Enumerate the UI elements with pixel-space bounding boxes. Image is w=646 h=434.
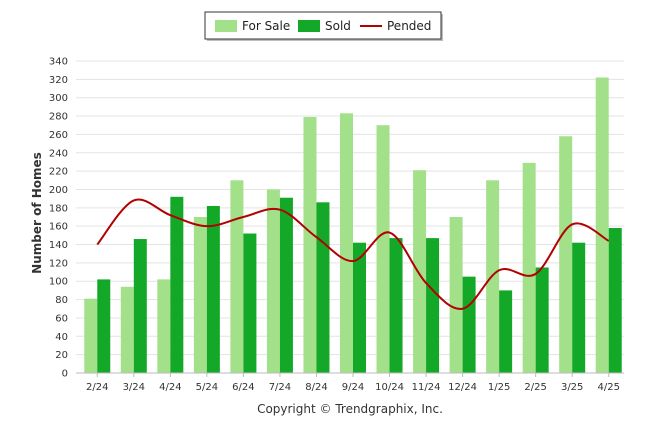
x-tick-label: 8/24: [305, 382, 327, 393]
bar-for-sale: [230, 180, 244, 373]
bar-for-sale: [120, 286, 134, 373]
bar-sold: [608, 228, 622, 373]
x-tick-label: 12/24: [448, 382, 477, 393]
bar-for-sale: [157, 279, 171, 373]
bar-for-sale: [413, 170, 427, 373]
y-tick-label: 180: [49, 203, 68, 214]
y-tick-label: 40: [55, 332, 68, 343]
x-tick-label: 7/24: [269, 382, 291, 393]
legend-label: For Sale: [242, 19, 290, 33]
bar-for-sale: [595, 77, 609, 374]
x-tick-label: 4/25: [597, 382, 619, 393]
bar-sold: [389, 238, 403, 373]
y-tick-label: 120: [49, 258, 68, 269]
legend-box: [204, 11, 442, 40]
bar-sold: [535, 267, 549, 373]
bar-sold: [426, 238, 440, 373]
bar-sold: [133, 239, 147, 373]
y-tick-label: 300: [49, 93, 68, 104]
y-tick-label: 0: [62, 369, 68, 380]
y-tick-label: 20: [55, 350, 68, 361]
bar-sold: [462, 276, 476, 373]
bars-group: [84, 77, 622, 374]
y-tick-label: 80: [55, 295, 68, 306]
y-tick-label: 280: [49, 112, 68, 123]
bar-sold: [316, 202, 330, 373]
bar-sold: [353, 242, 366, 373]
y-tick-label: 60: [55, 313, 68, 324]
x-tick-label: 1/25: [488, 382, 510, 393]
y-tick-label: 340: [49, 57, 68, 68]
x-tick-label: 5/24: [196, 382, 218, 393]
bar-for-sale: [303, 116, 317, 373]
x-tick-label: 10/24: [375, 382, 404, 393]
bar-for-sale: [522, 162, 536, 373]
pended-series-line: [96, 198, 610, 310]
bar-sold: [572, 242, 586, 373]
bar-for-sale: [193, 217, 207, 373]
x-tick-label: 4/24: [159, 382, 181, 393]
x-tick-label: 3/24: [123, 382, 145, 393]
y-tick-label: 240: [49, 148, 68, 159]
x-tick-label: 9/24: [342, 382, 364, 393]
x-tick-label: 3/25: [561, 382, 583, 393]
bar-for-sale: [449, 217, 463, 373]
y-tick-label: 100: [49, 277, 68, 288]
axes-group: 0 20 40 60 80 100 120 140 160 180 200 220 240 260 280 3…: [49, 57, 624, 393]
y-tick-label: 220: [49, 167, 68, 178]
legend-label: Pended: [387, 19, 431, 33]
legend-item-for-sale: For Sale: [215, 19, 290, 33]
y-axis-label: Number of Homes: [30, 152, 44, 274]
x-tick-label: 11/24: [412, 382, 441, 393]
bar-for-sale: [340, 113, 353, 374]
x-tick-label: 2/24: [86, 382, 108, 393]
legend-swatch: [215, 20, 237, 32]
y-tick-label: 160: [49, 222, 68, 233]
bar-for-sale: [376, 125, 390, 373]
bar-sold: [499, 290, 513, 373]
bar-for-sale: [266, 189, 280, 373]
legend-label: Sold: [325, 19, 351, 33]
legend-swatch: [298, 20, 320, 32]
legend: For Sale Sold Pended: [204, 11, 443, 41]
pended-line-group: [96, 198, 610, 310]
y-tick-label: 320: [49, 75, 68, 86]
x-tick-label: 6/24: [232, 382, 254, 393]
bar-sold: [170, 196, 184, 373]
x-tick-label: 2/25: [524, 382, 546, 393]
bar-sold: [279, 197, 293, 373]
y-tick-label: 260: [49, 130, 68, 141]
bar-sold: [243, 233, 257, 373]
y-tick-label: 200: [49, 185, 68, 196]
y-tick-label: 140: [49, 240, 68, 251]
copyright-text: Copyright © Trendgraphix, Inc.: [257, 402, 443, 416]
bar-for-sale: [84, 298, 98, 373]
legend-item-pended: Pended: [360, 19, 431, 33]
bar-for-sale: [559, 136, 573, 373]
legend-item-sold: Sold: [298, 19, 351, 33]
bar-sold: [206, 205, 220, 373]
bar-sold: [97, 279, 111, 373]
